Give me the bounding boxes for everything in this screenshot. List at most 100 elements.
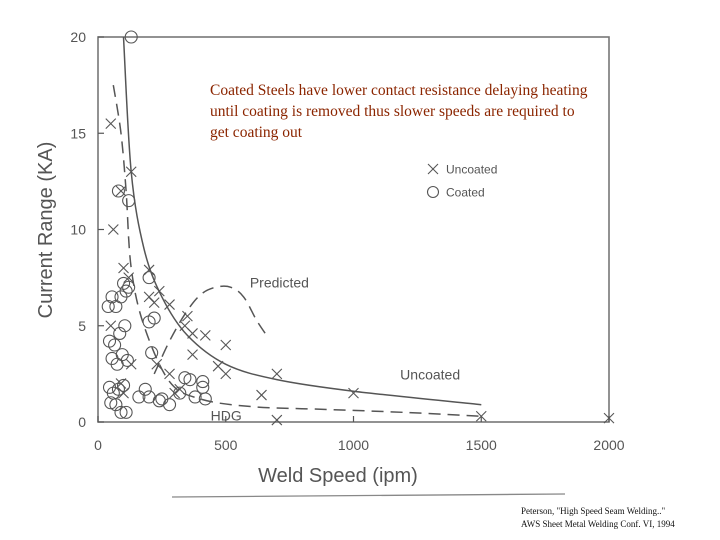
x-stroke [271,414,283,426]
point-uncoated [153,285,165,297]
point-uncoated [187,349,198,361]
point-coated [111,184,125,198]
annotation-text: Coated Steels have lower contact resista… [210,82,588,141]
legend-label-uncoated: Uncoated [446,163,497,177]
x-stroke [220,339,232,351]
point-uncoated [187,328,198,339]
citation-line-2: AWS Sheet Metal Welding Conf. VI, 1994 [521,519,675,529]
x-stroke [169,387,181,399]
baseline-rule [171,493,566,498]
x-stroke [475,410,487,422]
point-uncoated [148,297,160,309]
axis-ticks: 0 500 1000 1500 2000 0 5 10 15 20 [70,29,624,453]
point-uncoated [118,262,129,274]
x-tick-label: 1500 [466,437,497,453]
point-uncoated [348,387,359,399]
point-uncoated [125,166,137,178]
curve-predicted [153,285,268,375]
y-tick-label: 10 [70,222,86,238]
x-stroke [148,297,160,309]
point-coated [183,373,197,387]
point-uncoated [182,310,193,322]
x-stroke [164,368,175,380]
x-stroke [153,285,165,297]
x-stroke [256,389,267,401]
legend-marker-coated [426,185,440,199]
x-stroke [212,360,224,372]
point-coated [117,378,131,392]
point-uncoated [164,368,175,380]
x-stroke [105,118,117,130]
x-stroke [143,291,155,303]
citation: Peterson, "High Speed Seam Welding.." AW… [521,505,717,531]
point-coated [198,392,212,406]
x-stroke [187,349,198,361]
point-uncoated [123,272,135,284]
curve-hdg [112,84,482,417]
curve-label-hdg: HDG [211,407,242,423]
point-uncoated [271,414,283,426]
point-coated [118,319,132,333]
x-stroke [187,328,198,339]
x-stroke [107,224,119,235]
y-tick-label: 5 [78,318,86,334]
point-coated [162,398,177,412]
y-tick-label: 20 [70,29,86,45]
curve-label-predicted: Predicted [250,274,309,290]
point-uncoated [220,368,232,380]
point-coated [196,375,210,389]
y-axis-label: Current Range (KA) [35,142,57,319]
y-tick-label: 15 [70,125,86,141]
point-uncoated [475,410,487,422]
point-uncoated [199,329,211,341]
x-stroke [603,412,615,424]
point-coated [101,299,115,314]
point-coated [105,290,119,304]
x-tick-label: 2000 [593,437,624,453]
point-coated [122,194,136,208]
x-tick-label: 500 [214,437,238,453]
point-coated [114,405,128,419]
point-coated [119,284,133,298]
point-coated [188,390,202,404]
point-uncoated [603,412,615,424]
point-uncoated [125,358,137,370]
citation-line-1: Peterson, "High Speed Seam Welding.." [521,506,666,516]
curve-label-uncoated: Uncoated [400,367,460,383]
point-uncoated [256,389,267,401]
point-uncoated [105,320,117,332]
point-uncoated [107,224,119,235]
point-uncoated [105,118,117,130]
point-coated [132,390,146,404]
x-tick-label: 1000 [338,437,369,453]
point-uncoated [220,339,232,351]
point-coated [122,280,136,294]
point-coated [113,326,127,341]
y-tick-label: 0 [78,414,86,430]
x-stroke [182,310,193,322]
x-stroke [118,262,129,274]
x-stroke [220,368,232,380]
data-markers [101,30,615,426]
x-stroke [179,320,191,332]
point-coated [124,30,138,44]
legend-marker-uncoated [427,163,439,175]
point-uncoated [169,387,181,399]
x-stroke [125,166,137,178]
x-stroke [199,329,211,341]
x-stroke [271,368,283,380]
x-stroke [427,163,439,175]
point-coated [173,386,187,400]
legend: Uncoated Coated [426,163,497,200]
legend-label-coated: Coated [446,186,485,200]
x-tick-label: 0 [94,437,102,453]
point-uncoated [151,358,163,370]
x-stroke [151,358,163,370]
x-stroke [174,383,186,395]
point-coated [147,311,161,325]
x-axis-label: Weld Speed (ipm) [258,465,418,487]
point-coated [142,271,156,285]
x-stroke [125,358,137,370]
x-stroke [348,387,359,399]
